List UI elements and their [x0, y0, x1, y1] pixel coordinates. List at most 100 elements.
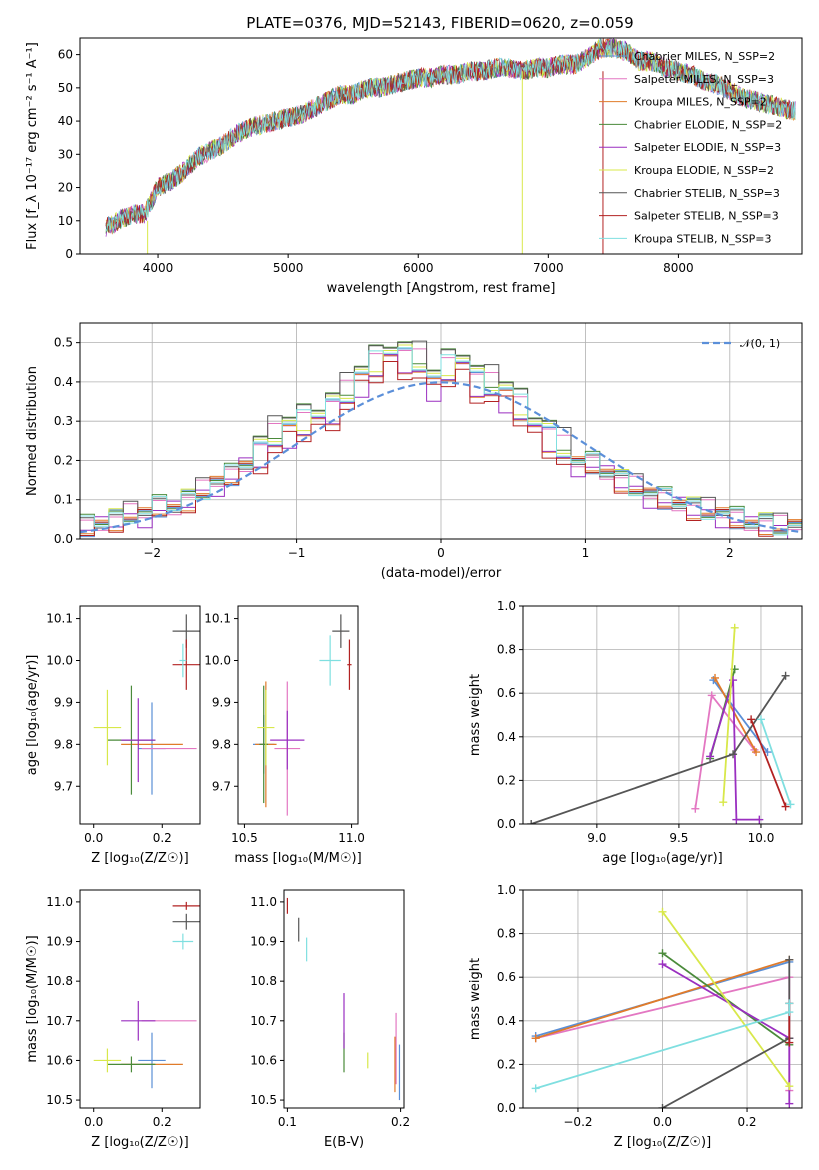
y-tick-label: 0.4	[497, 1014, 516, 1028]
y-tick-label: 0.6	[497, 686, 516, 700]
y-tick-label: 0.6	[497, 970, 516, 984]
weight-line	[535, 958, 790, 1040]
plot-area	[238, 606, 358, 824]
plot-content	[253, 614, 352, 816]
axes-frame	[237, 605, 359, 825]
y-tick-label: 9.9	[212, 695, 231, 709]
y-tick-label: 0.8	[497, 643, 516, 657]
legend-label: Kroupa MILES, N_SSP=2	[634, 96, 767, 109]
y-tick-label: 10	[58, 214, 73, 228]
x-tick-label: −0.2	[563, 1115, 592, 1129]
legend-label: Kroupa STELIB, N_SSP=3	[634, 232, 772, 245]
y-axis-label: mass weight	[468, 958, 483, 1040]
weight-line	[760, 719, 792, 805]
y-tick-label: 0.0	[497, 1101, 516, 1115]
figure-title: PLATE=0376, MJD=52143, FIBERID=0620, z=0…	[246, 14, 633, 32]
axes-frame	[283, 889, 405, 1109]
y-tick-label: 30	[58, 147, 73, 161]
y-tick-label: 50	[58, 81, 73, 95]
y-tick-label: 40	[58, 114, 73, 128]
weight-line	[722, 627, 736, 803]
y-tick-label: 10.5	[46, 1093, 73, 1107]
y-tick-label: 0.2	[497, 1057, 516, 1071]
plot-content	[286, 897, 401, 1101]
panel-age_vs_mass: 10.5 11.0 9.7 9.8 9.9 10.0 10.1 mass [log₁₀(M/M…	[204, 605, 365, 866]
y-tick-label: 10.5	[250, 1093, 277, 1107]
axes-frame	[79, 37, 803, 255]
x-tick-label: 4000	[143, 261, 174, 275]
x-tick-label: 0.2	[391, 1115, 410, 1129]
axes-frame	[79, 605, 201, 825]
y-tick-label: 9.7	[212, 779, 231, 793]
legend-label: 𝒩(0, 1)	[740, 337, 780, 350]
y-tick-label: 9.7	[54, 779, 73, 793]
y-tick-label: 0.0	[54, 532, 73, 546]
x-tick-label: 0.0	[84, 831, 103, 845]
y-tick-label: 10.9	[46, 935, 73, 949]
x-tick-label: 0.2	[737, 1115, 756, 1129]
plot-content	[93, 901, 200, 1089]
x-axis-label: mass [log₁₀(M/M☉)]	[234, 851, 361, 866]
x-tick-label: 0.2	[153, 831, 172, 845]
x-tick-label: 0.1	[278, 1115, 297, 1129]
y-axis-label: Flux [f_λ 10⁻¹⁷ erg cm⁻² s⁻¹ A⁻¹]	[25, 42, 40, 250]
y-tick-label: 0.2	[54, 453, 73, 467]
plot-area	[80, 890, 200, 1108]
x-tick-label: 8000	[663, 261, 694, 275]
plot-content	[93, 614, 200, 795]
y-tick-label: 0.4	[497, 730, 516, 744]
x-axis-label: Z [log₁₀(Z/Z☉)]	[614, 1135, 711, 1150]
x-tick-label: 6000	[403, 261, 434, 275]
y-tick-label: 9.9	[54, 695, 73, 709]
x-axis-label: E(B-V)	[324, 1135, 364, 1150]
y-axis-label: mass weight	[468, 674, 483, 756]
weight-line	[750, 719, 787, 807]
plot-area	[80, 606, 200, 824]
weight-line	[709, 679, 760, 821]
x-tick-label: 5000	[273, 261, 304, 275]
y-tick-label: 0.2	[497, 773, 516, 787]
y-tick-label: 1.0	[497, 599, 516, 613]
y-tick-label: 0.5	[54, 336, 73, 350]
y-tick-label: 11.0	[46, 895, 73, 909]
panel-mass_vs_Z: 0.0 0.2 10.5 10.6 10.7 10.8 10.9 11.0 Z [log₁₀(Z…	[25, 889, 201, 1150]
plot-area	[523, 606, 802, 824]
legend-label: Salpeter ELODIE, N_SSP=3	[634, 141, 781, 154]
y-tick-label: 10.7	[250, 1014, 277, 1028]
y-tick-label: 10.1	[46, 612, 73, 626]
x-tick-label: 0	[437, 546, 445, 560]
panel-weight_vs_Z: −0.2 0.0 0.2 0.0 0.2 0.4 0.6 0.8 1.0 Z [log₁₀(Z/Z…	[468, 883, 803, 1150]
plot-content	[527, 623, 795, 824]
y-tick-label: 9.8	[212, 737, 231, 751]
plot-content	[80, 340, 802, 539]
y-tick-label: 9.8	[54, 737, 73, 751]
histogram-step	[80, 354, 802, 539]
spectrum-line	[105, 38, 796, 234]
y-tick-label: 10.1	[204, 612, 231, 626]
x-axis-label: (data-model)/error	[381, 566, 502, 581]
plot-content	[531, 907, 794, 1108]
x-tick-label: 0.0	[84, 1115, 103, 1129]
panel-mass_vs_ebv: 0.1 0.2 10.5 10.6 10.7 10.8 10.9 11.0 E(B-V)	[250, 889, 410, 1150]
x-tick-label: 9.0	[587, 831, 606, 845]
panel-age_vs_Z: 0.0 0.2 9.7 9.8 9.9 10.0 10.1 Z [log₁₀(Z/Z☉)] ag…	[25, 605, 201, 866]
legend-label: Kroupa ELODIE, N_SSP=2	[634, 164, 774, 177]
x-axis-label: age [log₁₀(age/yr)]	[602, 851, 723, 866]
y-tick-label: 1.0	[497, 883, 516, 897]
x-tick-label: 10.0	[748, 831, 775, 845]
axes-frame	[79, 889, 201, 1109]
y-tick-label: 0.4	[54, 375, 73, 389]
y-tick-label: 11.0	[250, 895, 277, 909]
plot-content	[105, 38, 796, 254]
y-tick-label: 10.6	[46, 1053, 73, 1067]
legend-label: Salpeter MILES, N_SSP=3	[634, 73, 774, 86]
panel-weight_vs_age: 9.0 9.5 10.0 0.0 0.2 0.4 0.6 0.8 1.0 age [log₁₀(a…	[468, 599, 803, 866]
x-tick-label: −2	[143, 546, 161, 560]
y-tick-label: 10.6	[250, 1053, 277, 1067]
legend-label: Chabrier STELIB, N_SSP=3	[634, 187, 780, 200]
axes-frame	[522, 605, 803, 825]
x-tick-label: 0.0	[653, 1115, 672, 1129]
y-tick-label: 10.0	[46, 654, 73, 668]
y-tick-label: 0	[65, 247, 73, 261]
